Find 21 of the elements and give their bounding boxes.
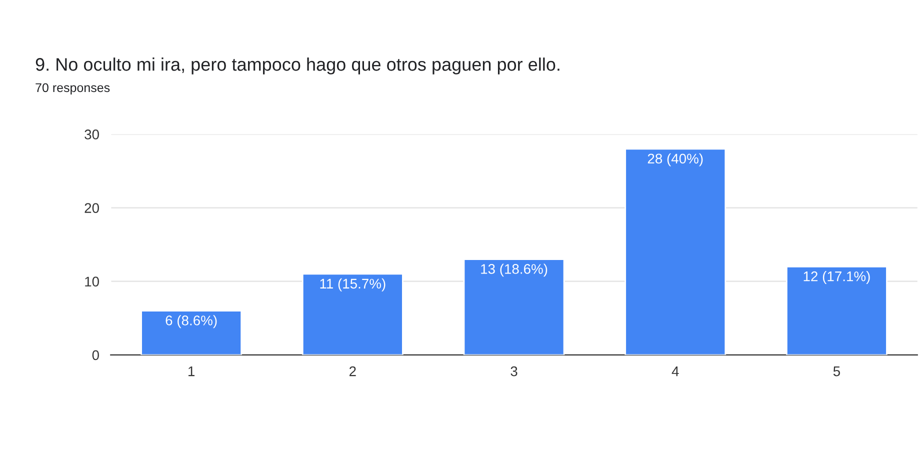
data-label: 6 (8.6%)	[166, 315, 217, 328]
data-label: 13 (18.6%)	[481, 264, 548, 277]
y-tick-label: 20	[84, 203, 99, 213]
bar	[624, 148, 726, 355]
x-tick-label: 3	[510, 366, 518, 376]
chart-subtitle: 70 responses	[36, 83, 110, 95]
chart-title: 9. No oculto mi ira, pero tampoco hago que otros paguen por ello.	[36, 58, 560, 74]
x-tick-label: 2	[350, 366, 356, 376]
bar	[786, 266, 888, 355]
y-tick-label: 10	[85, 276, 99, 287]
bar	[463, 258, 565, 355]
data-label: 11 (15.7%)	[320, 278, 386, 292]
data-label: 12 (17.1%)	[804, 271, 870, 284]
bar	[302, 273, 404, 355]
x-tick-label: 5	[833, 366, 840, 376]
x-tick-label: 4	[672, 366, 679, 376]
x-tick-label: 1	[188, 366, 194, 376]
y-tick-label: 0	[92, 350, 99, 360]
bar	[140, 310, 242, 355]
data-label: 28 (40%)	[648, 153, 703, 166]
y-tick-label: 30	[84, 130, 99, 140]
